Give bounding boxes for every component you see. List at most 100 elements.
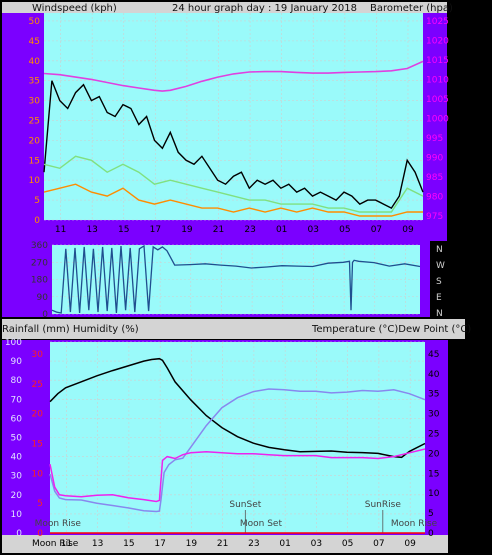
compass-direction-label: W xyxy=(436,261,445,271)
annotation-label: SunSet xyxy=(229,500,261,510)
series-wind-average xyxy=(43,155,424,213)
temp-x-tick-label: 11 xyxy=(61,539,72,549)
wind-x-tick-label: 21 xyxy=(213,225,224,235)
rainfall-tick-label: 25 xyxy=(32,380,43,390)
humidity-tick-label: 50 xyxy=(11,434,23,444)
windspeed-tick-label: 10 xyxy=(29,176,41,186)
series-temperature xyxy=(49,357,426,459)
direction-degree-tick-label: 270 xyxy=(31,258,48,268)
compass-direction-label: N xyxy=(436,309,443,319)
annotation-label: SunRise xyxy=(365,500,402,510)
windspeed-tick-label: 0 xyxy=(34,216,40,226)
temp-panel-header xyxy=(2,319,465,339)
barometer-tick-label: 980 xyxy=(426,193,443,203)
tick-labels: 11 13 15 17 19 21 23 01 03 05 07 090510152025303540… xyxy=(5,17,449,549)
compass-direction-label: N xyxy=(436,245,443,255)
wind-x-tick-label: 23 xyxy=(244,225,255,235)
annotation-label: Moon Set xyxy=(240,519,283,529)
wind-plot-area xyxy=(44,13,423,220)
windspeed-tick-label: 50 xyxy=(29,17,41,27)
annotation-label: Moon Rise xyxy=(35,519,82,529)
humidity-tick-label: 60 xyxy=(11,414,23,424)
compass-direction-label: E xyxy=(436,293,442,303)
series-wind-lull xyxy=(43,183,423,217)
temperature-tick-label: 40 xyxy=(428,370,440,380)
rainfall-tick-label: 0 xyxy=(37,529,43,539)
wind-x-tick-label: 19 xyxy=(181,225,193,235)
humidity-tick-label: 40 xyxy=(11,453,23,463)
temperature-tick-label: 20 xyxy=(428,449,440,459)
barometer-tick-label: 1010 xyxy=(426,75,449,85)
wind-x-tick-label: 13 xyxy=(86,225,97,235)
temperature-tick-label: 30 xyxy=(428,410,440,420)
temperature-tick-label: 35 xyxy=(428,390,439,400)
temp-x-tick-label: 13 xyxy=(92,539,103,549)
direction-degree-tick-label: 0 xyxy=(42,310,48,320)
direction-degree-tick-label: 90 xyxy=(37,293,49,303)
rain-humidity-axis-label: Rainfall (mm) Humidity (%) xyxy=(2,324,139,335)
rainfall-tick-label: 30 xyxy=(32,350,44,360)
windspeed-tick-label: 30 xyxy=(29,97,41,107)
wind-x-tick-label: 05 xyxy=(339,225,350,235)
chart-title: 24 hour graph day : 19 January 2018 xyxy=(172,3,357,14)
humidity-tick-label: 30 xyxy=(11,472,23,482)
humidity-tick-label: 90 xyxy=(11,357,23,367)
temp-x-tick-label: 17 xyxy=(154,539,165,549)
barometer-tick-label: 1005 xyxy=(426,95,449,105)
temperature-tick-label: 45 xyxy=(428,350,439,360)
humidity-tick-label: 70 xyxy=(11,395,23,405)
wind-x-tick-label: 17 xyxy=(150,225,161,235)
temp-x-tick-label: 09 xyxy=(404,539,416,549)
windspeed-tick-label: 25 xyxy=(29,116,40,126)
humidity-tick-label: 10 xyxy=(11,510,23,520)
windspeed-tick-label: 5 xyxy=(34,196,40,206)
series-lines xyxy=(43,60,426,534)
windspeed-tick-label: 15 xyxy=(29,156,40,166)
series-wind-direction xyxy=(51,244,421,314)
direction-degree-tick-label: 360 xyxy=(31,241,48,251)
temp-x-tick-label: 15 xyxy=(123,539,134,549)
rainfall-tick-label: 20 xyxy=(32,410,44,420)
series-humidity xyxy=(49,448,426,503)
wind-x-tick-label: 03 xyxy=(308,225,319,235)
temperature-tick-label: 10 xyxy=(428,489,440,499)
barometer-axis-label: Barometer (hpa) xyxy=(370,3,453,14)
temp-dewpoint-axis-label: Temperature (°C)Dew Point (°C) xyxy=(311,324,471,335)
windspeed-tick-label: 45 xyxy=(29,37,40,47)
rainfall-tick-label: 5 xyxy=(37,499,43,509)
temp-x-tick-label: 03 xyxy=(311,539,322,549)
humidity-tick-label: 100 xyxy=(5,338,22,348)
series-wind-gust xyxy=(43,80,424,210)
windspeed-tick-label: 20 xyxy=(29,136,41,146)
barometer-tick-label: 1000 xyxy=(426,114,449,124)
moon-rise-prefix-label: Moon Rise xyxy=(32,539,79,549)
temp-x-tick-label: 21 xyxy=(217,539,228,549)
barometer-tick-label: 975 xyxy=(426,212,443,222)
barometer-tick-label: 1025 xyxy=(426,17,449,27)
temperature-tick-label: 0 xyxy=(428,529,434,539)
temp-x-tick-label: 19 xyxy=(186,539,198,549)
temp-panel-footer xyxy=(2,535,448,553)
wind-x-tick-label: 15 xyxy=(118,225,129,235)
wind-x-tick-label: 01 xyxy=(276,225,287,235)
temperature-tick-label: 15 xyxy=(428,469,439,479)
direction-degree-tick-label: 180 xyxy=(31,276,48,286)
barometer-tick-label: 990 xyxy=(426,154,443,164)
series-dew-point xyxy=(49,388,426,513)
temp-x-tick-label: 01 xyxy=(279,539,290,549)
wind-panel-header xyxy=(2,2,447,13)
humidity-tick-label: 0 xyxy=(16,529,22,539)
humidity-tick-label: 20 xyxy=(11,491,23,501)
annotation-label: Moon Rise xyxy=(391,519,438,529)
series-barometer xyxy=(43,60,424,92)
temperature-tick-label: 25 xyxy=(428,430,439,440)
rainfall-tick-label: 10 xyxy=(32,469,44,479)
barometer-tick-label: 985 xyxy=(426,173,443,183)
wind-x-tick-label: 09 xyxy=(402,225,414,235)
humidity-tick-label: 80 xyxy=(11,376,23,386)
windspeed-tick-label: 40 xyxy=(29,57,41,67)
grid-lines xyxy=(44,13,425,534)
barometer-tick-label: 1020 xyxy=(426,36,449,46)
windspeed-axis-label: Windspeed (kph) xyxy=(32,3,117,14)
